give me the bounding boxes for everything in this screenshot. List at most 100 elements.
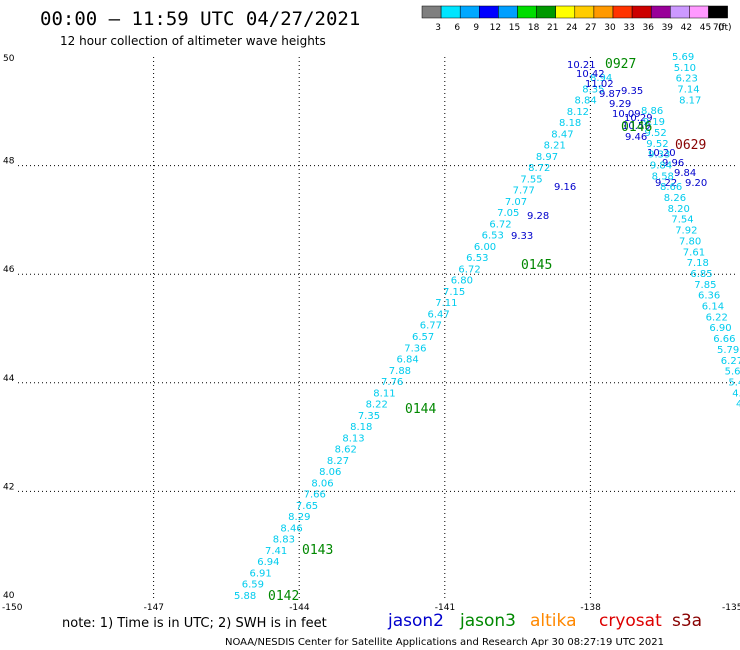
scale-unit: (ft)	[718, 23, 732, 33]
wave-height-value: 7.41	[265, 546, 287, 557]
y-tick-label: 40	[3, 591, 15, 601]
scale-swatch	[612, 5, 633, 19]
wave-height-value: 6.94	[257, 557, 279, 568]
wave-height-value: 10.09	[612, 109, 641, 120]
x-tick-label: -147	[144, 603, 164, 613]
wave-height-value: 8.29	[288, 512, 310, 523]
wave-height-value: 9.52	[645, 128, 667, 139]
wave-height-value: 7.55	[520, 174, 542, 185]
wave-height-value: 6.91	[249, 568, 271, 579]
wave-height-value: 6.59	[242, 580, 264, 591]
wave-height-value: 7.92	[675, 226, 697, 237]
wave-height-value: 5.65	[725, 367, 740, 378]
wave-height-value: 6.53	[482, 231, 504, 242]
wave-height-value: 7.65	[296, 501, 318, 512]
scale-swatch	[440, 5, 461, 19]
wave-height-value: 8.47	[551, 129, 573, 140]
wave-height-value: 8.22	[366, 400, 388, 411]
wave-height-value: 10.29	[624, 113, 653, 124]
satellite-altika: altika	[530, 611, 577, 631]
wave-height-value: 6.57	[412, 332, 434, 343]
time-labels: 0927 0146 0629 0145 0144 0143 0142	[268, 57, 706, 604]
wave-height-value: 6.72	[458, 264, 480, 275]
time-label: 0142	[268, 589, 299, 604]
x-tick-label: -144	[289, 603, 310, 613]
scale-label: 33	[623, 23, 634, 33]
wave-height-value: 9.19	[643, 117, 665, 128]
wave-height-value: 8.12	[567, 107, 589, 118]
wave-height-value: 9.20	[685, 178, 707, 189]
time-label: 0143	[302, 543, 333, 558]
color-scale: 3 6 9 12 15 18 21 24 27 30 33 36 39 42 45 70(ft)	[421, 5, 732, 33]
time-label: 0629	[675, 138, 706, 153]
scale-label: 24	[566, 23, 578, 33]
wave-height-value: 9.33	[511, 231, 533, 242]
wave-height-value: 9.84	[650, 160, 672, 171]
wave-height-values: 5.886.596.916.947.418.838.468.297.657.66…	[234, 52, 740, 602]
scale-swatch	[670, 5, 690, 19]
wave-height-value: 10.59	[622, 121, 651, 132]
scale-label: 18	[528, 23, 540, 33]
wave-height-value: 9.84	[674, 168, 696, 179]
wave-height-value: 6.27	[721, 356, 740, 367]
wave-height-value: 9.46	[625, 132, 647, 143]
wave-height-value: 7.18	[687, 258, 709, 269]
y-tick-label: 42	[3, 482, 14, 492]
satellite-cryosat: cryosat	[599, 611, 662, 631]
wave-height-value: 7.76	[381, 377, 403, 388]
wave-height-value: 8.62	[335, 445, 357, 456]
page-title: 00:00 – 11:59 UTC 04/27/2021	[40, 8, 360, 30]
x-tick-label: -141	[435, 603, 455, 613]
wave-height-value: 6.00	[474, 242, 496, 253]
scale-label: 6	[454, 23, 460, 33]
wave-height-value: 5.69	[672, 52, 694, 63]
satellite-legend: jason2 jason3 altika cryosat s3a	[387, 611, 702, 631]
wave-height-value: 10.42	[576, 69, 605, 80]
wave-height-value: 8.83	[273, 535, 295, 546]
wave-height-value: 7.05	[497, 208, 519, 219]
wave-height-value: 6.22	[706, 312, 728, 323]
wave-height-value: 9.33	[648, 150, 670, 161]
wave-height-value: 10.20	[647, 148, 676, 159]
wave-height-value: 7.11	[435, 298, 457, 309]
scale-label: 36	[642, 23, 654, 33]
y-tick-label: 50	[3, 54, 15, 64]
scale-label: 45	[700, 23, 711, 33]
wave-height-value: 7.88	[389, 366, 411, 377]
wave-height-value: 6.90	[709, 323, 731, 334]
time-label: 0146	[621, 120, 652, 135]
wave-height-value: 6.23	[676, 74, 698, 85]
page-subtitle: 12 hour collection of altimeter wave hei…	[60, 34, 326, 48]
wave-height-value: 5.45	[728, 377, 740, 388]
wave-height-value: 6.14	[702, 302, 724, 313]
wave-height-value: 7.54	[671, 215, 693, 226]
wave-height-value: 9.87	[599, 89, 621, 100]
time-label: 0145	[521, 258, 552, 273]
scale-label: 27	[585, 23, 596, 33]
scale-label: 21	[547, 23, 558, 33]
wave-height-value: 8.06	[311, 478, 333, 489]
wave-height-value: 7.66	[304, 490, 326, 501]
wave-height-value: 8.35	[582, 84, 604, 95]
wave-height-value: 8.20	[668, 204, 690, 215]
scale-swatch	[574, 5, 595, 19]
wave-height-value: 8.58	[652, 171, 674, 182]
x-tick-label: -135	[722, 603, 740, 613]
wave-height-value: 6.77	[420, 321, 442, 332]
wave-height-value: 6.36	[698, 291, 720, 302]
scale-swatch	[498, 5, 518, 19]
y-tick-label: 46	[3, 265, 15, 275]
wave-height-value: 8.66	[660, 182, 682, 193]
satellite-jason3: jason3	[459, 611, 516, 631]
grid-lines	[18, 57, 736, 600]
wave-height-value: 8.21	[544, 141, 566, 152]
wave-height-value: 6.72	[489, 219, 511, 230]
wave-height-value: 5.79	[717, 345, 739, 356]
scale-label: 3	[435, 23, 441, 33]
wave-height-value: 9.35	[621, 86, 643, 97]
scale-label: 30	[604, 23, 616, 33]
wave-height-value: 6.84	[397, 355, 419, 366]
wave-height-value: 8.72	[528, 163, 550, 174]
scale-swatch	[555, 5, 576, 19]
